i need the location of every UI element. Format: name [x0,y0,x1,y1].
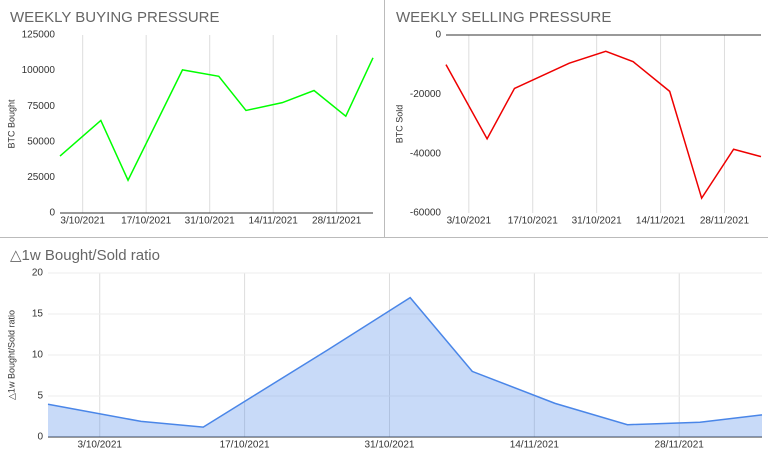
x-tick-label: 14/11/2021 [510,440,560,451]
y-tick-label: 125000 [22,30,56,41]
x-tick-label: 17/10/2021 [121,216,171,227]
y-tick-label: 0 [49,208,55,219]
x-tick-label: 31/10/2021 [572,216,622,227]
chart-title: △1w Bought/Sold ratio [10,247,160,264]
area [48,297,762,437]
y-tick-label: -60000 [410,208,442,219]
y-tick-label: 15 [32,309,44,320]
x-tick-label: 17/10/2021 [220,440,270,451]
x-tick-label: 31/10/2021 [364,440,414,451]
y-tick-label: 0 [435,30,441,41]
x-tick-label: 28/11/2021 [312,216,362,227]
y-tick-label: 50000 [27,136,55,147]
line [47,296,763,428]
line [59,57,374,182]
x-tick-label: 17/10/2021 [508,216,558,227]
y-tick-label: 20 [32,268,44,279]
line [445,50,762,200]
x-tick-label: 31/10/2021 [185,216,235,227]
x-tick-label: 3/10/2021 [60,216,105,227]
x-tick-label: 3/10/2021 [77,440,122,451]
x-tick-label: 28/11/2021 [700,216,750,227]
y-tick-label: 5 [37,391,43,402]
chart-title: WEEKLY BUYING PRESSURE [10,9,220,26]
x-tick-label: 14/11/2021 [636,216,686,227]
y-tick-label: 100000 [22,65,56,76]
y-tick-label: 10 [32,350,44,361]
y-tick-label: -40000 [410,148,442,159]
y-axis-label: △1w Bought/Sold ratio [6,310,16,400]
x-tick-label: 28/11/2021 [655,440,705,451]
x-tick-label: 14/11/2021 [249,216,299,227]
y-tick-label: 25000 [27,172,55,183]
y-tick-label: 75000 [27,101,55,112]
x-tick-label: 3/10/2021 [447,216,492,227]
y-axis-label: BTC Bought [6,99,16,149]
y-tick-label: -20000 [410,89,442,100]
y-tick-label: 0 [37,432,43,443]
y-axis-label: BTC Sold [394,105,404,144]
chart-title: WEEKLY SELLING PRESSURE [396,9,611,26]
